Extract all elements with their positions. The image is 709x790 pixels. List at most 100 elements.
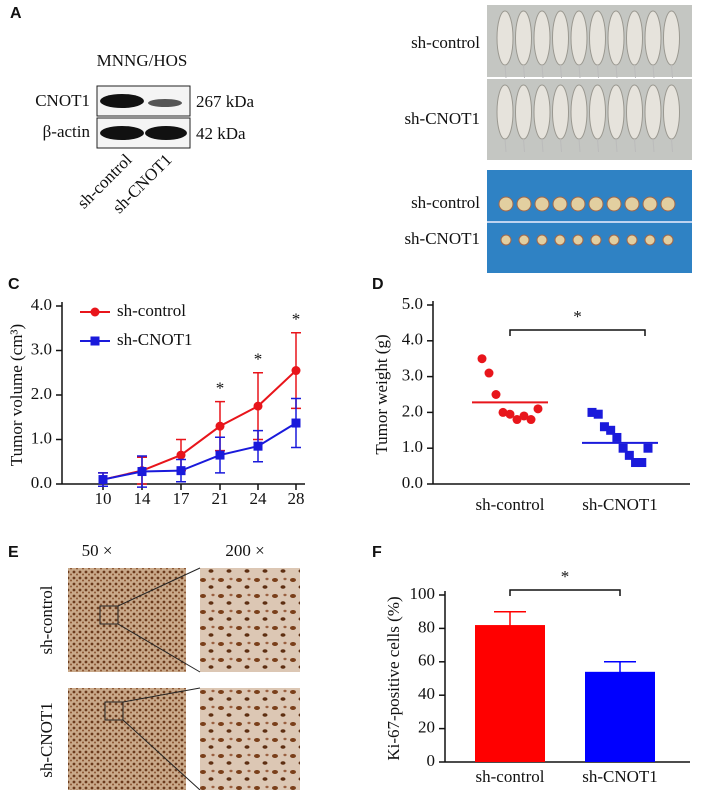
point (631, 458, 641, 468)
significance: * (254, 350, 263, 369)
panel-label: D (372, 276, 384, 293)
tumor (516, 196, 532, 212)
tail (671, 138, 673, 153)
mouse (626, 10, 643, 66)
blot-row: β-actin (43, 122, 91, 141)
tumor (606, 196, 622, 212)
point (477, 354, 487, 364)
zoom-box (99, 605, 119, 625)
tail (597, 64, 599, 79)
tumors (498, 196, 676, 246)
zoom-line (117, 623, 201, 673)
tumor (642, 196, 658, 212)
zoom-line (117, 567, 201, 607)
y-tick-label: 0.0 (402, 473, 423, 492)
legend-label: sh-CNOT1 (117, 330, 193, 349)
x-tick-label: 17 (173, 489, 191, 508)
y-tick-label: 20 (418, 718, 435, 737)
ihc-image (200, 688, 300, 790)
zoom-box (104, 701, 124, 721)
x-tick-label: 14 (134, 489, 152, 508)
tail (652, 64, 655, 79)
point (533, 404, 543, 414)
y-tick-label: 2.0 (402, 401, 423, 420)
magnification: 200 × (225, 541, 264, 560)
point (606, 425, 616, 435)
magnification: 50 × (82, 541, 113, 560)
point (624, 450, 634, 460)
mouse (589, 10, 606, 66)
bar (475, 625, 545, 762)
y-tick-label: 4.0 (402, 330, 423, 349)
point (599, 422, 609, 432)
mouse (533, 84, 551, 140)
x-tick-label: 24 (250, 489, 268, 508)
y-tick-label: 4.0 (31, 295, 52, 314)
mouse (663, 84, 680, 140)
tumor (498, 196, 514, 212)
band (100, 94, 144, 108)
tumor (536, 234, 548, 246)
blot-row: CNOT1 (35, 91, 90, 110)
mouse (644, 10, 662, 66)
tumor (554, 234, 566, 246)
x-tick-label: sh-control (476, 495, 545, 514)
x-tick-label: sh-control (476, 767, 545, 786)
panel-label: C (8, 276, 20, 293)
y-tick-label: 2.0 (31, 384, 52, 403)
mouse (570, 10, 588, 66)
ihc-image (200, 568, 300, 672)
point (484, 368, 494, 378)
y-tick-label: 3.0 (402, 366, 423, 385)
tumor (552, 196, 568, 212)
photo-row: sh-control (411, 193, 480, 212)
point (291, 418, 301, 428)
blot-size: 42 kDa (196, 124, 246, 143)
significance: * (573, 307, 582, 326)
point (643, 443, 653, 453)
zoom-line (122, 687, 201, 703)
tail (541, 64, 544, 79)
x-tick-label: sh-CNOT1 (582, 495, 658, 514)
ihc-image (68, 568, 186, 672)
x-tick-label: sh-CNOT1 (582, 767, 658, 786)
photo-row: sh-CNOT1 (404, 109, 480, 128)
mouse (515, 84, 532, 140)
point (176, 450, 186, 460)
tail (615, 138, 618, 153)
tail (652, 138, 655, 153)
point (253, 401, 263, 411)
point (98, 475, 108, 485)
point (512, 415, 522, 425)
tumor (570, 196, 586, 212)
bracket (509, 329, 646, 336)
tail (523, 64, 525, 79)
tumor (572, 234, 584, 246)
mouse (496, 10, 514, 66)
point (587, 407, 597, 417)
y-tick-label: 3.0 (31, 339, 52, 358)
ihc-image (68, 688, 186, 790)
tail (578, 64, 581, 79)
x-tick-label: 10 (95, 489, 112, 508)
photo-row: sh-CNOT1 (404, 229, 480, 248)
tail (597, 138, 599, 153)
y-tick-label: 0 (427, 751, 436, 770)
tumor (624, 196, 640, 212)
significance: * (561, 567, 570, 586)
mouse (589, 84, 606, 140)
tumor (662, 234, 674, 246)
y-tick-label: 1.0 (31, 428, 52, 447)
tail (504, 138, 507, 153)
point (176, 466, 186, 476)
bracket (509, 589, 621, 596)
tumor (660, 196, 676, 212)
y-axis-label: Tumor volume (cm³) (7, 324, 26, 466)
mice (496, 10, 680, 153)
tumor (588, 196, 604, 212)
tail (560, 64, 562, 79)
tumor (518, 234, 530, 246)
legend-label: sh-control (117, 301, 186, 320)
y-axis-label: Tumor weight (g) (372, 334, 391, 454)
tumor (590, 234, 602, 246)
